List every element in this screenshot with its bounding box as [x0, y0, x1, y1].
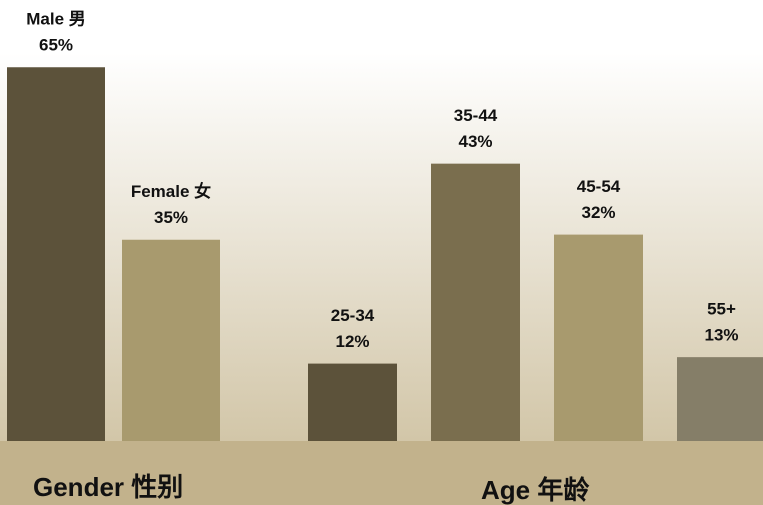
category-label: 25-34	[331, 306, 375, 325]
bar	[7, 67, 105, 441]
value-label: 65%	[39, 36, 73, 55]
value-label: 43%	[458, 132, 492, 151]
bar	[554, 234, 643, 441]
value-label: 35%	[154, 208, 188, 227]
bar	[677, 357, 763, 441]
value-label: 32%	[581, 203, 615, 222]
category-label: Male 男	[26, 10, 86, 29]
group-title: Gender 性别	[33, 472, 183, 502]
category-label: 45-54	[577, 177, 621, 196]
bar	[308, 363, 397, 441]
category-label: 35-44	[454, 106, 498, 125]
category-label: Female 女	[131, 181, 211, 201]
value-label: 13%	[704, 326, 738, 345]
footer-band	[0, 441, 763, 505]
value-label: 12%	[335, 332, 369, 351]
bar	[431, 163, 520, 441]
bar	[122, 239, 220, 441]
category-label: 55+	[707, 300, 736, 319]
group-title: Age 年龄	[481, 475, 590, 505]
